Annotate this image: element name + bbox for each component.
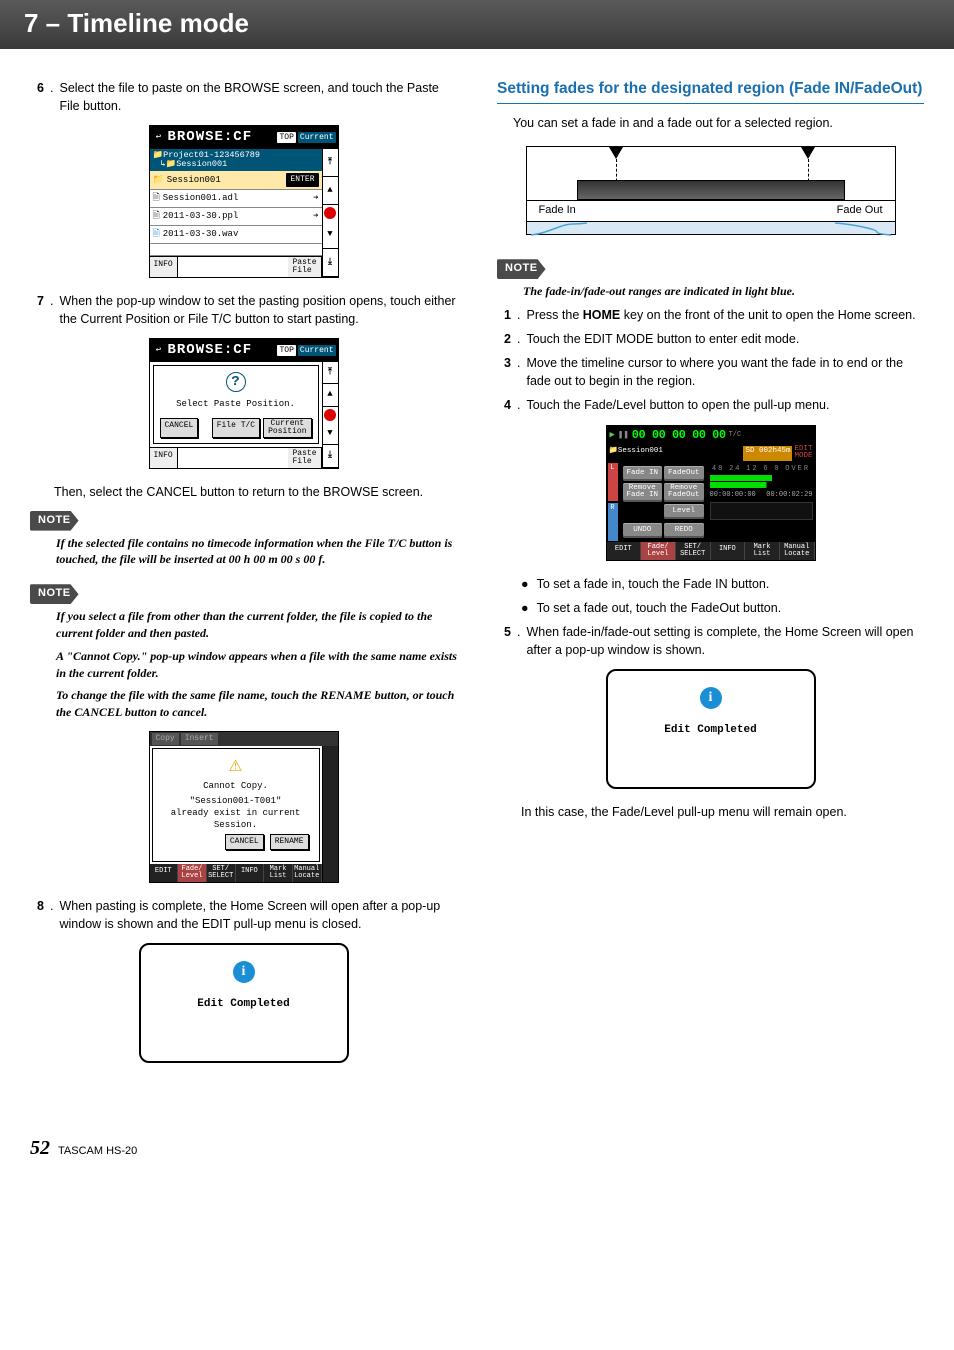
question-icon: ?	[226, 372, 246, 392]
note-1-body: If the selected file contains no timecod…	[56, 535, 457, 569]
play-icon: ▶	[610, 429, 615, 442]
scroll-bottom-icon[interactable]: ⤓	[323, 445, 338, 468]
then-text: Then, select the CANCEL button to return…	[54, 483, 457, 501]
scroll-top-icon[interactable]: ⤒	[323, 362, 338, 385]
folder-icon: 📁	[153, 174, 164, 187]
fade-in-button[interactable]: Fade IN	[623, 466, 663, 481]
page-footer: 52 TASCAM HS-20	[0, 1137, 954, 1180]
rename-button[interactable]: RENAME	[270, 834, 309, 850]
info-tab[interactable]: INFO	[711, 542, 746, 560]
edit-completed-popup: i Edit Completed	[606, 669, 816, 789]
fade-out-button[interactable]: FadeOut	[664, 466, 704, 481]
right-column: Setting fades for the designated region …	[497, 79, 924, 1077]
step-5: 5. When fade-in/fade-out setting is comp…	[497, 623, 924, 659]
fade-level-tab[interactable]: Fade/ Level	[641, 542, 676, 560]
note-tag: NOTE	[497, 259, 546, 279]
file-tc-button[interactable]: File T/C	[212, 418, 260, 438]
step-7: 7. When the pop-up window to set the pas…	[30, 292, 457, 328]
step-2: 2. Touch the EDIT MODE button to enter e…	[497, 330, 924, 348]
file-icon: 🗎	[153, 192, 160, 205]
set-select-tab[interactable]: SET/ SELECT	[676, 542, 711, 560]
info-icon: i	[233, 961, 255, 983]
fade-level-screen: ▶❚❚ 00 00 00 00 00 T/C 📁Session001 SD 00…	[606, 425, 816, 561]
wav-icon: 🗎	[153, 228, 160, 241]
cancel-button[interactable]: CANCEL	[225, 834, 264, 850]
fade-diagram: Fade In Fade Out	[526, 146, 896, 235]
scroll-up-icon[interactable]: ▲	[323, 177, 338, 205]
cancel-button[interactable]: CANCEL	[160, 418, 199, 438]
page-header: 7 – Timeline mode	[0, 0, 954, 49]
fade-out-marker-icon	[801, 147, 815, 159]
back-arrow-icon: ↩	[152, 344, 166, 356]
redo-button[interactable]: REDO	[664, 523, 704, 538]
scroll-bottom-icon[interactable]: ⤓	[323, 249, 338, 277]
cannot-copy-popup: Copy Insert ⚠ Cannot Copy. "Session001-T…	[149, 731, 339, 883]
fade-out-wave-icon	[835, 222, 891, 236]
bullet-fadein: ●To set a fade in, touch the Fade IN but…	[521, 575, 924, 593]
file-icon: 🗎	[153, 210, 160, 223]
section-heading: Setting fades for the designated region …	[497, 79, 924, 104]
step-6: 6. Select the file to paste on the BROWS…	[30, 79, 457, 115]
arrow-right-icon: ➔	[313, 192, 318, 205]
paste-file-button[interactable]: Paste File	[288, 448, 321, 468]
step-4: 4. Touch the Fade/Level button to open t…	[497, 396, 924, 414]
enter-button[interactable]: ENTER	[286, 173, 318, 187]
model-name: TASCAM HS-20	[58, 1145, 137, 1157]
page-number: 52	[30, 1137, 50, 1160]
fade-in-wave-icon	[531, 222, 587, 236]
undo-button[interactable]: UNDO	[623, 523, 663, 538]
scroll-up-icon[interactable]: ▲	[323, 384, 338, 407]
fade-in-marker-icon	[609, 147, 623, 159]
record-indicator-icon	[324, 207, 336, 219]
note-tag: NOTE	[30, 511, 79, 531]
closing-text: In this case, the Fade/Level pull-up men…	[521, 803, 924, 821]
step-8: 8. When pasting is complete, the Home Sc…	[30, 897, 457, 933]
browse-screen-1: ↩ BROWSE:CF TOP Current 📁Project01-12345…	[149, 125, 339, 278]
remove-fadein-button[interactable]: Remove Fade IN	[623, 483, 663, 502]
mark-list-tab[interactable]: Mark List	[745, 542, 780, 560]
chapter-title: 7 – Timeline mode	[24, 8, 930, 39]
browse-screen-2: ↩ BROWSE:CF TOP Current ? Select Paste P…	[149, 338, 339, 468]
content-area: 6. Select the file to paste on the BROWS…	[0, 49, 954, 1137]
warning-icon: ⚠	[157, 755, 315, 777]
info-icon: i	[700, 687, 722, 709]
region-bar	[577, 180, 845, 200]
edit-tab[interactable]: EDIT	[607, 542, 642, 560]
remove-fadeout-button[interactable]: Remove FadeOut	[664, 483, 704, 502]
bullet-fadeout: ●To set a fade out, touch the FadeOut bu…	[521, 599, 924, 617]
back-arrow-icon: ↩	[152, 131, 166, 143]
manual-locate-tab[interactable]: Manual Locate	[780, 542, 815, 560]
scroll-down-icon[interactable]: ▼	[323, 221, 338, 249]
step-1: 1. Press the HOME key on the front of th…	[497, 306, 924, 324]
scroll-top-icon[interactable]: ⤒	[323, 149, 338, 177]
current-position-button[interactable]: Current Position	[263, 418, 311, 438]
info-button[interactable]: INFO	[150, 448, 178, 468]
level-button[interactable]: Level	[664, 504, 704, 519]
step-3: 3. Move the timeline cursor to where you…	[497, 354, 924, 390]
left-column: 6. Select the file to paste on the BROWS…	[30, 79, 457, 1077]
note-tag: NOTE	[30, 584, 79, 604]
edit-completed-popup: i Edit Completed	[139, 943, 349, 1063]
info-button[interactable]: INFO	[150, 257, 178, 277]
paste-file-button[interactable]: Paste File	[288, 257, 321, 277]
note-2-body: If you select a file from other than the…	[56, 608, 457, 721]
pause-icon: ❚❚	[618, 429, 629, 442]
scroll-down-icon[interactable]: ▼	[323, 423, 338, 446]
